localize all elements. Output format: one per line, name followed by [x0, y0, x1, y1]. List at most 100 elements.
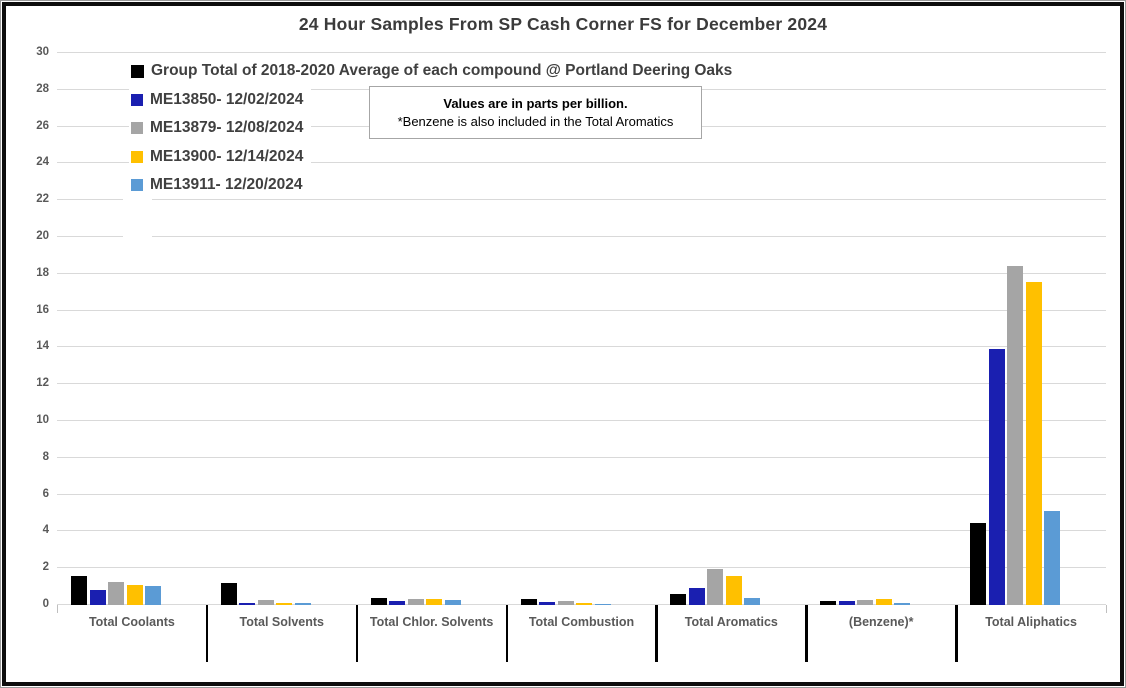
legend-color-swatch: [131, 150, 143, 163]
legend-color-swatch: [131, 64, 144, 78]
plot-area: [57, 52, 1106, 605]
gridline: [57, 52, 1106, 53]
legend-item: ME13850- 12/02/2024: [129, 88, 312, 111]
legend-item: ME13900- 12/14/2024: [129, 145, 312, 168]
category-label: Total Coolants: [88, 615, 175, 629]
category-label: Total Aliphatics: [985, 615, 1077, 629]
bar: [688, 587, 705, 605]
note-line-1: Values are in parts per billion.: [443, 96, 628, 111]
category-label: Total Solvents: [239, 615, 325, 629]
bar: [239, 603, 256, 605]
legend-color-swatch: [131, 122, 143, 134]
bar: [576, 603, 593, 605]
y-axis-label: 14: [36, 340, 49, 353]
legend: Group Total of 2018-2020 Average of each…: [129, 60, 741, 203]
legend-item: ME13911- 12/20/2024: [129, 174, 311, 196]
bar: [670, 593, 687, 605]
gridline: [57, 162, 1106, 164]
category-separator: [205, 605, 209, 662]
y-axis-label: 4: [42, 524, 49, 537]
bar: [145, 585, 161, 605]
bar: [875, 599, 892, 605]
gridline: [57, 493, 1106, 495]
y-axis-label: 30: [36, 46, 49, 58]
y-axis-label: 2: [42, 561, 49, 574]
legend-artifact-box: [123, 189, 152, 244]
gridline: [57, 309, 1106, 311]
gridline: [57, 420, 1106, 421]
category-separator: [955, 605, 958, 662]
gridline: [57, 346, 1106, 348]
bar: [257, 600, 274, 605]
category-label: Total Chlor. Solvents: [369, 615, 494, 629]
bar: [539, 602, 556, 605]
legend-label: ME13900- 12/14/2024: [150, 147, 304, 165]
bar: [389, 601, 406, 605]
bar: [838, 601, 855, 605]
bar: [1007, 266, 1024, 605]
gridline: [57, 567, 1106, 569]
bar: [71, 576, 87, 605]
legend-label: ME13850- 12/02/2024: [150, 90, 304, 108]
legend-item: ME13879- 12/08/2024: [129, 117, 312, 139]
y-axis-label: 22: [36, 193, 49, 206]
legend-color-swatch: [131, 179, 143, 191]
legend-item: Group Total of 2018-2020 Average of each…: [129, 60, 741, 82]
bar: [1025, 282, 1042, 605]
category-label: Total Combustion: [528, 615, 635, 629]
category-label: (Benzene)*: [848, 615, 914, 629]
y-axis-label: 20: [36, 230, 49, 242]
legend-color-swatch: [131, 93, 143, 106]
bar: [707, 569, 724, 605]
bar: [557, 601, 574, 605]
bar: [1044, 511, 1061, 605]
bar: [820, 601, 837, 605]
bar: [426, 599, 443, 605]
y-axis-label: 8: [42, 450, 49, 463]
category-separator: [805, 605, 808, 662]
legend-label: ME13879- 12/08/2024: [150, 119, 304, 136]
bar: [444, 600, 461, 605]
bar: [970, 523, 987, 605]
bar: [988, 349, 1005, 605]
y-axis-label: 24: [36, 156, 49, 169]
category-separator: [655, 605, 658, 662]
y-axis-label: 16: [36, 303, 49, 316]
bar: [520, 599, 537, 605]
legend-label: Group Total of 2018-2020 Average of each…: [151, 62, 733, 79]
gridline: [57, 530, 1106, 532]
gridline: [57, 236, 1106, 237]
axis-end-tick: [57, 605, 58, 613]
gridline: [57, 199, 1106, 201]
bar: [370, 597, 387, 605]
bar: [857, 600, 874, 605]
category-separator: [505, 605, 509, 662]
bar: [594, 604, 611, 605]
gridline: [57, 383, 1106, 385]
y-axis-label: 10: [36, 414, 49, 426]
bar: [126, 584, 143, 605]
y-axis-label: 28: [36, 82, 49, 95]
bar: [89, 590, 106, 605]
note-line-2: *Benzene is also included in the Total A…: [397, 114, 674, 129]
bar: [725, 575, 742, 605]
bar: [894, 603, 911, 605]
y-axis-label: 12: [36, 377, 49, 390]
bar: [108, 582, 124, 605]
category-label: Total Aromatics: [684, 615, 778, 629]
note-box: Values are in parts per billion. *Benzen…: [369, 86, 702, 139]
gridline: [57, 456, 1106, 458]
y-axis-label: 26: [36, 119, 49, 132]
gridline: [57, 272, 1106, 274]
bar: [294, 603, 311, 605]
bar: [407, 599, 424, 605]
y-axis-label: 6: [42, 487, 49, 500]
bar: [276, 603, 293, 605]
y-axis-label: 0: [42, 598, 49, 610]
axis-end-tick: [1106, 605, 1107, 613]
y-axis-label: 18: [36, 266, 49, 279]
legend-label: ME13911- 12/20/2024: [150, 176, 303, 193]
category-separator: [355, 605, 359, 662]
chart-title: 24 Hour Samples From SP Cash Corner FS f…: [298, 14, 828, 34]
